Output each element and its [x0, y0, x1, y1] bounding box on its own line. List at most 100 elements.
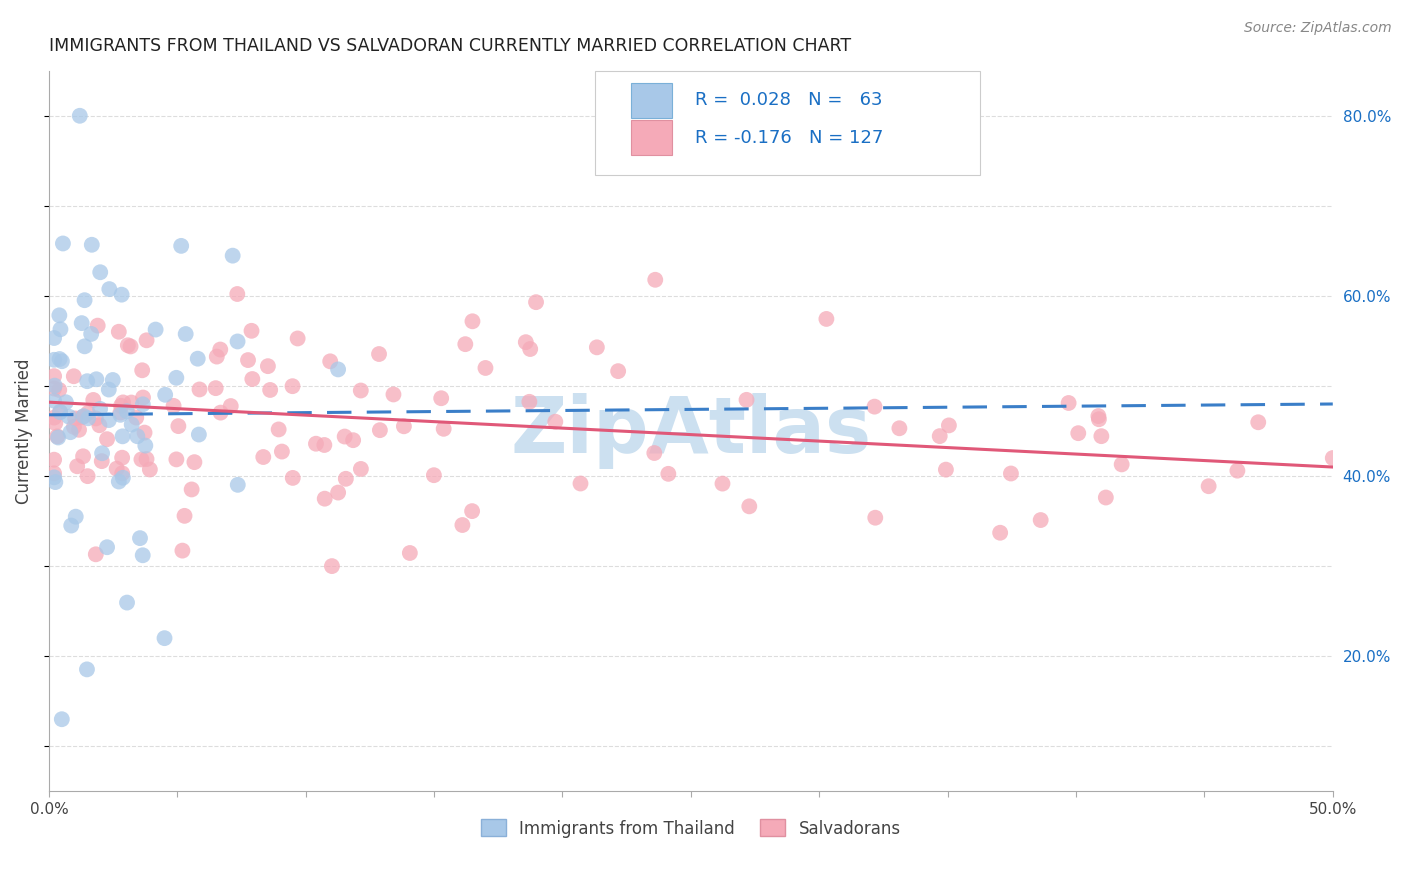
Point: [132, 549, 155, 563]
Point: [55, 395, 77, 409]
Point: [236, 353, 259, 368]
Point: [350, 462, 373, 476]
Point: [167, 419, 190, 434]
Point: [657, 467, 679, 481]
Point: [1322, 450, 1344, 465]
Point: [368, 347, 391, 361]
Point: [58, 409, 80, 424]
Point: [430, 391, 453, 405]
Point: [267, 422, 290, 436]
Point: [121, 417, 143, 432]
Point: [257, 359, 280, 373]
Point: [49, 405, 72, 419]
Point: [105, 461, 128, 475]
Point: [643, 446, 665, 460]
Point: [1000, 467, 1022, 481]
Point: [392, 419, 415, 434]
Point: [110, 406, 132, 420]
Point: [863, 400, 886, 414]
Point: [711, 476, 734, 491]
Point: [42, 467, 65, 481]
Point: [1111, 458, 1133, 472]
Point: [281, 379, 304, 393]
Text: ZipAtlas: ZipAtlas: [510, 393, 872, 469]
Point: [326, 485, 349, 500]
Point: [76, 469, 98, 483]
Point: [86, 372, 108, 386]
Point: [314, 491, 336, 506]
Point: [281, 471, 304, 485]
Point: [644, 273, 666, 287]
Point: [1088, 412, 1111, 426]
Point: [180, 483, 202, 497]
Point: [399, 546, 422, 560]
Point: [51, 712, 73, 726]
Point: [80, 237, 103, 252]
Point: [72, 410, 94, 425]
Point: [76, 662, 98, 676]
Text: IMMIGRANTS FROM THAILAND VS SALVADORAN CURRENTLY MARRIED CORRELATION CHART: IMMIGRANTS FROM THAILAND VS SALVADORAN C…: [49, 37, 851, 55]
Point: [117, 338, 139, 352]
Point: [52, 236, 75, 251]
Point: [115, 404, 138, 418]
Point: [988, 525, 1011, 540]
Point: [1226, 464, 1249, 478]
Y-axis label: Currently Married: Currently Married: [15, 359, 32, 504]
Point: [1095, 491, 1118, 505]
Point: [132, 391, 155, 405]
Point: [735, 392, 758, 407]
Point: [1090, 429, 1112, 443]
Point: [96, 432, 118, 446]
Point: [187, 351, 209, 366]
Point: [586, 340, 609, 354]
Point: [928, 429, 950, 443]
Point: [42, 452, 65, 467]
Point: [73, 409, 96, 424]
Point: [77, 411, 100, 425]
Point: [110, 399, 132, 413]
Point: [98, 282, 121, 296]
Point: [66, 459, 89, 474]
Point: [48, 383, 70, 397]
Point: [97, 413, 120, 427]
Point: [135, 334, 157, 348]
Point: [226, 478, 249, 492]
Text: Source: ZipAtlas.com: Source: ZipAtlas.com: [1244, 21, 1392, 35]
Point: [46, 429, 69, 443]
Point: [350, 384, 373, 398]
Point: [127, 429, 149, 443]
Point: [461, 314, 484, 328]
Point: [935, 462, 957, 476]
Point: [221, 249, 243, 263]
Point: [219, 399, 242, 413]
Point: [89, 418, 111, 433]
Point: [120, 339, 142, 353]
Point: [326, 362, 349, 376]
Point: [112, 395, 135, 409]
Point: [205, 350, 228, 364]
Point: [89, 401, 111, 416]
Point: [519, 394, 541, 409]
Point: [544, 415, 567, 429]
Point: [174, 326, 197, 341]
Point: [209, 406, 232, 420]
Point: [938, 418, 960, 433]
Bar: [630, 120, 672, 155]
Point: [188, 383, 211, 397]
Point: [162, 399, 184, 413]
Point: [259, 383, 281, 397]
Point: [1067, 426, 1090, 441]
Point: [73, 339, 96, 353]
Point: [44, 378, 66, 392]
Point: [204, 381, 226, 395]
Point: [72, 450, 94, 464]
Point: [1247, 415, 1270, 429]
Point: [62, 369, 84, 384]
Point: [111, 471, 134, 485]
Point: [865, 510, 887, 524]
Point: [110, 408, 132, 422]
Point: [738, 500, 761, 514]
Point: [153, 631, 176, 645]
Point: [80, 326, 103, 341]
Point: [46, 430, 69, 444]
